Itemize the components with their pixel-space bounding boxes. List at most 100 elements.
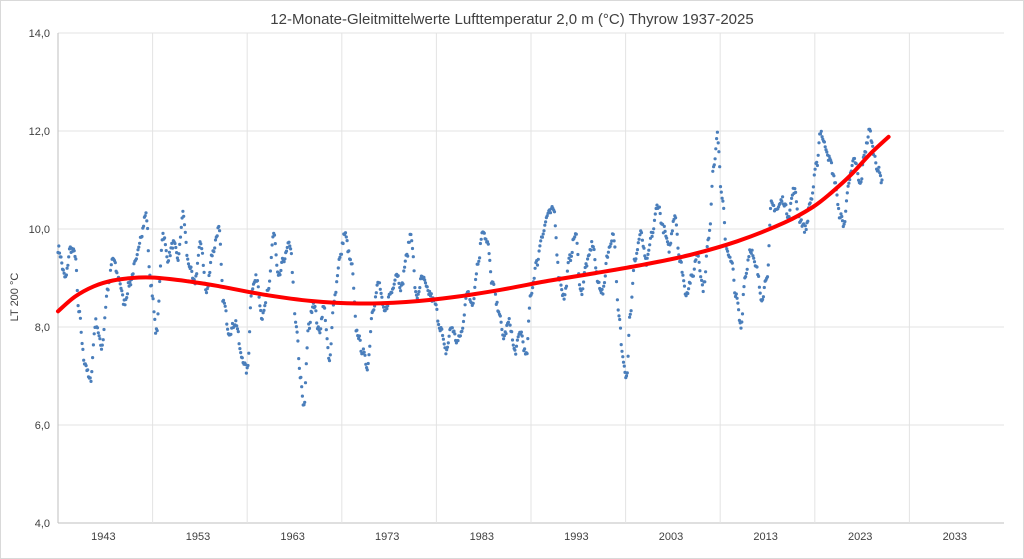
data-point [412,269,416,273]
data-point [326,346,330,350]
data-point [873,154,877,158]
data-point [189,265,193,269]
data-point [611,232,615,236]
data-point [248,306,252,310]
data-point [506,320,510,324]
data-point [131,272,135,276]
data-point [515,338,520,342]
data-point [582,280,586,284]
data-point [675,232,679,236]
data-point [698,269,702,273]
data-point [143,214,147,218]
data-point [700,283,705,287]
data-point [341,241,345,246]
data-point [197,245,201,249]
data-point [525,352,529,356]
data-point [66,263,70,267]
data-point [289,252,293,256]
x-tick-label: 1943 [91,531,115,543]
data-point [396,274,400,278]
data-point [125,292,130,296]
data-point [175,256,179,260]
data-point [158,279,162,284]
data-point [618,326,623,330]
data-point [303,381,308,385]
data-point [788,208,792,212]
data-point [374,291,378,295]
data-point [164,249,168,253]
data-point [285,245,289,250]
data-point [57,244,61,248]
data-point [339,252,344,256]
data-point [135,253,139,257]
data-point [406,254,410,258]
data-point [560,288,564,292]
data-point [576,252,580,257]
data-point [283,257,287,261]
data-point [780,199,784,203]
y-tick-label: 12,0 [29,126,50,138]
data-point [145,219,149,223]
data-point [220,278,224,283]
data-point [628,312,632,316]
data-point [460,329,464,333]
data-point [95,326,100,330]
y-tick-label: 6,0 [35,420,50,432]
data-point [631,281,635,285]
data-point [104,305,108,309]
data-point [614,280,619,284]
data-point [794,200,799,204]
data-point [462,313,466,317]
data-point [316,325,320,329]
data-point [682,279,686,283]
data-point [365,368,369,372]
data-point [723,237,727,241]
data-point [78,309,82,314]
data-point [523,347,527,351]
data-point [610,239,614,243]
data-point [74,257,78,261]
data-point [380,295,384,299]
data-point [784,203,788,207]
data-point [236,330,240,334]
data-point [840,219,845,223]
trend-line [56,134,891,314]
data-point [569,254,574,258]
data-point [273,242,277,246]
data-point [411,255,415,259]
data-point [645,256,649,260]
data-point [472,297,476,301]
data-point [331,311,335,315]
data-point [488,258,492,262]
data-point [102,327,106,332]
data-point [865,141,869,145]
data-point [209,260,213,265]
data-point [348,258,352,262]
data-point [125,296,129,300]
data-point [581,287,585,291]
data-points [56,127,884,407]
data-point [165,255,169,259]
data-point [740,320,744,324]
data-point [737,308,741,312]
data-point [213,246,217,250]
data-point [456,339,460,343]
data-point [458,334,462,338]
data-point [781,195,785,199]
data-point [818,132,823,136]
data-point [767,244,771,248]
data-point [89,379,93,383]
data-point [832,174,836,178]
data-point [296,339,300,343]
data-point [844,209,848,213]
data-point [137,245,141,249]
data-point [585,264,589,268]
data-point [653,212,657,216]
data-point [669,232,674,236]
data-point [845,191,849,195]
data-point [734,292,738,296]
data-point [390,291,394,295]
data-point [199,242,203,246]
data-point [691,274,696,278]
data-point [707,236,711,240]
